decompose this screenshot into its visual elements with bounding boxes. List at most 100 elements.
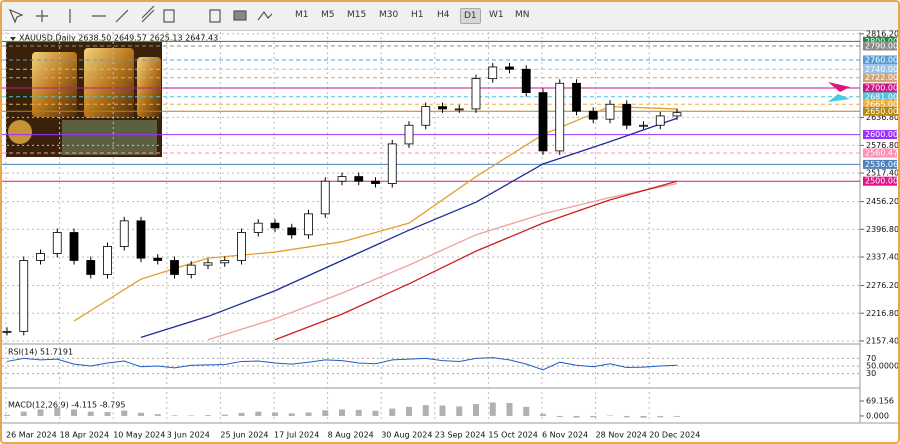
gold-bar — [32, 52, 77, 117]
y-tick-label: 2337.40 — [866, 253, 898, 262]
timeframe-button[interactable]: MN — [515, 10, 530, 20]
candle — [588, 110, 598, 120]
timeframe-button[interactable]: W1 — [489, 10, 504, 20]
macd-bar — [573, 415, 580, 418]
candle — [354, 176, 364, 182]
tool-icons — [8, 5, 273, 24]
timeframe-button[interactable]: M15 — [347, 10, 367, 20]
candle — [69, 232, 79, 261]
symbol-header: XAUUSD,Daily 2638.50 2649.57 2625.13 264… — [19, 34, 218, 43]
toolbar: M1 M5 M15 M30 H1 H4 D1 W1 MN — [2, 2, 898, 31]
level-label: 2760.00 — [865, 55, 898, 64]
rect-icon[interactable] — [233, 10, 247, 21]
candle — [337, 176, 347, 182]
candle — [253, 222, 263, 233]
level-tag — [863, 148, 897, 158]
macd-bar — [640, 415, 647, 418]
macd-bar — [221, 414, 228, 416]
level-tag — [863, 159, 897, 169]
y-tick-label: 2517.40 — [866, 169, 898, 178]
candle — [136, 220, 146, 259]
timeframe-button[interactable]: H4 — [437, 10, 450, 20]
macd-bar — [489, 402, 496, 416]
candle — [36, 253, 45, 261]
level-tag — [863, 73, 897, 83]
pointer-arrow — [828, 82, 850, 92]
macd-bar — [607, 415, 613, 417]
macd-bar — [20, 411, 27, 416]
moving-average — [274, 180, 678, 341]
macd-bar — [138, 412, 144, 416]
timeframe-button[interactable]: M5 — [321, 10, 335, 20]
macd-bar — [657, 415, 664, 418]
pointer-arrow — [828, 94, 850, 102]
x-tick-label: 3 Jun 2024 — [167, 431, 210, 440]
channel-icon[interactable] — [141, 5, 155, 23]
candle — [86, 260, 96, 275]
candle — [203, 262, 213, 266]
x-tick-label: 15 Oct 2024 — [488, 431, 537, 440]
macd-bar — [37, 409, 44, 416]
candle — [170, 260, 179, 275]
macd-bar — [439, 405, 446, 416]
macd-bar — [590, 415, 597, 418]
candle — [555, 82, 565, 152]
candle — [454, 108, 464, 111]
macd-bar — [355, 409, 362, 416]
macd-bar — [71, 409, 77, 416]
candle — [52, 232, 62, 254]
y-tick-label: 2636.80 — [866, 113, 898, 122]
level-label: 2740.00 — [865, 65, 898, 74]
label-icon[interactable] — [209, 9, 221, 23]
macd-bar — [4, 414, 10, 416]
toolbar-icons — [8, 5, 273, 24]
coin — [8, 120, 32, 144]
gold-bar — [137, 57, 161, 117]
x-tick-label: 10 May 2024 — [113, 431, 165, 440]
macd-bar — [238, 412, 245, 416]
x-tick-label: 6 Nov 2024 — [542, 431, 588, 440]
macd-bar — [305, 412, 312, 416]
x-tick-label: 17 Jul 2024 — [274, 431, 319, 440]
candle — [19, 260, 29, 332]
crosshair-icon[interactable] — [36, 10, 48, 22]
symbol-marker — [10, 37, 16, 41]
y-tick-label: 2216.80 — [866, 309, 898, 318]
level-tag — [863, 99, 897, 109]
rsi-tick-label: 50.0000 — [866, 362, 898, 371]
candle — [103, 246, 112, 275]
y-tick-label: 2396.80 — [866, 225, 898, 234]
candle — [404, 124, 414, 145]
timeframe-button[interactable]: M30 — [379, 10, 399, 20]
cursor-icon[interactable] — [8, 8, 24, 24]
candle — [270, 222, 280, 229]
y-tick-label: 2816.20 — [866, 30, 898, 38]
text-icon[interactable] — [163, 9, 175, 23]
candle — [505, 66, 514, 70]
shapes-icon[interactable] — [257, 10, 273, 21]
rsi-tick-label: 30 — [866, 369, 876, 378]
gold-photo — [6, 42, 162, 157]
timeframe-button[interactable]: H1 — [411, 10, 424, 20]
macd-bar — [322, 410, 329, 416]
macd-bar — [623, 415, 630, 418]
level-tag — [863, 83, 897, 93]
timeframe-button[interactable]: M1 — [295, 10, 309, 20]
macd-tick-label: 0.000 — [866, 411, 889, 420]
macd-bar — [523, 406, 530, 416]
x-tick-label: 23 Sep 2024 — [435, 431, 486, 440]
chart: XAUUSD,Daily 2638.50 2649.57 2625.13 264… — [2, 30, 898, 440]
macd-bar — [171, 415, 178, 416]
macd-bar — [456, 406, 463, 416]
candle — [287, 227, 297, 236]
macd-bar — [154, 414, 161, 416]
level-label: 2800.00 — [865, 37, 898, 46]
candle — [471, 78, 481, 110]
x-tick-label: 25 Jun 2024 — [220, 431, 268, 440]
trendline-icon[interactable] — [115, 9, 129, 23]
rsi-tick-label: 70 — [866, 354, 876, 363]
level-label: 2722.00 — [865, 73, 898, 82]
timeframe-button[interactable]: D1 — [460, 8, 481, 24]
y-tick-label: 2276.20 — [866, 281, 898, 290]
level-tag — [863, 176, 897, 186]
